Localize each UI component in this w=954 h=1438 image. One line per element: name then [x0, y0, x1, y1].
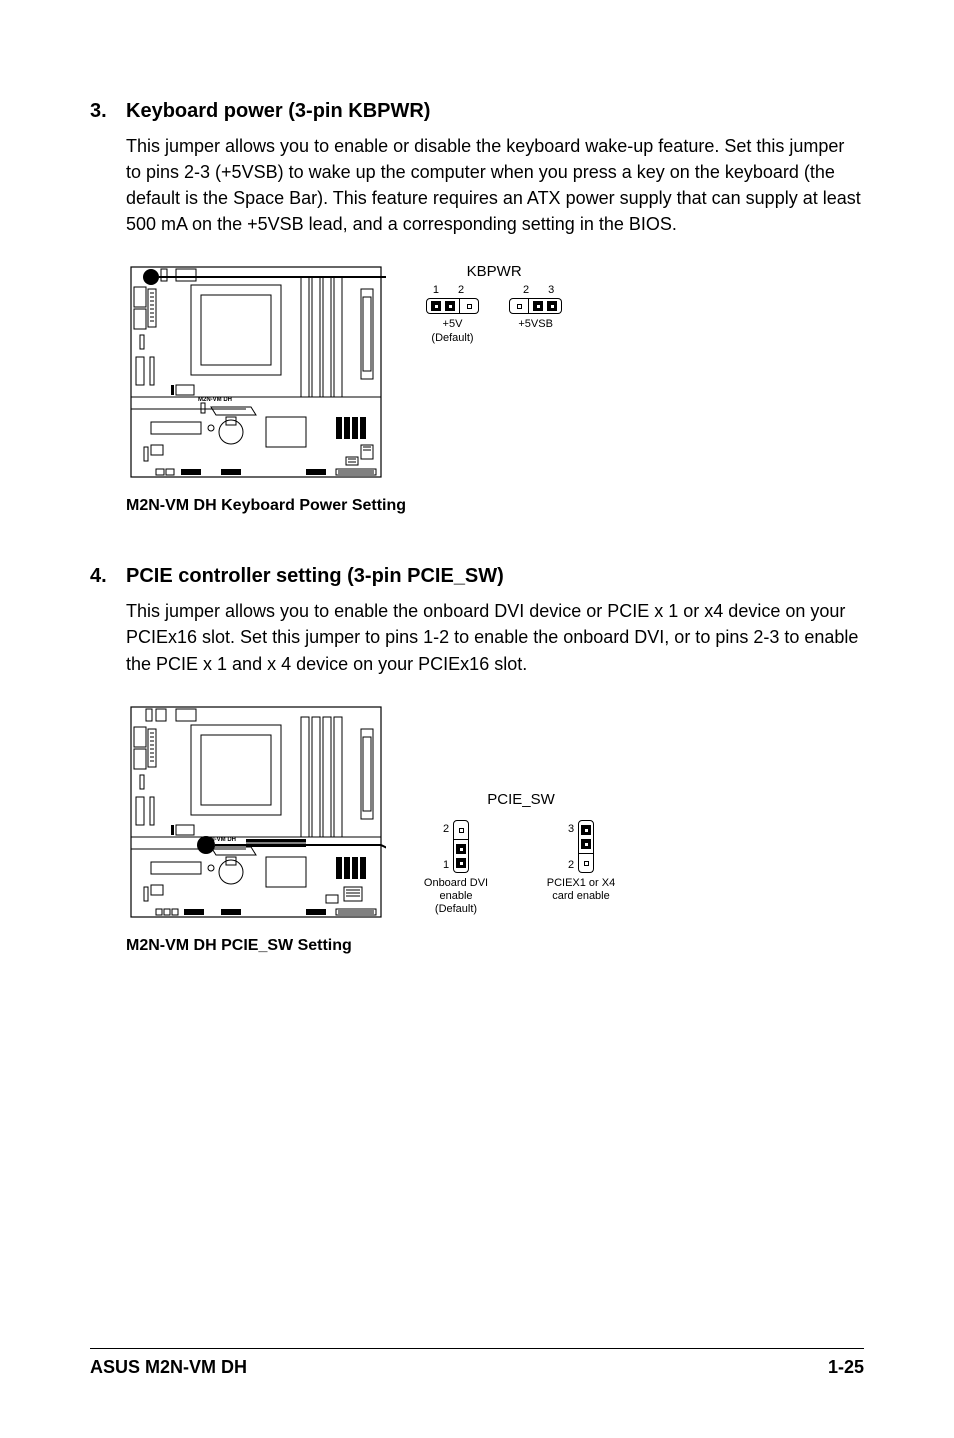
- jumper-detail-kbpwr: KBPWR 1 2: [426, 257, 562, 344]
- jumper-option-2: 2 3 +5VSB: [509, 284, 562, 331]
- motherboard-schematic: M2N-VM DH: [126, 257, 386, 487]
- jumper-opt2-label: +5VSB: [518, 318, 553, 330]
- pin-num-2: 2: [443, 823, 449, 835]
- page-footer: ASUS M2N-VM DH 1-25: [90, 1348, 864, 1378]
- body-paragraph: This jumper allows you to enable the onb…: [126, 598, 864, 676]
- heading-title: PCIE controller setting (3-pin PCIE_SW): [126, 565, 504, 588]
- heading-title: Keyboard power (3-pin KBPWR): [126, 100, 430, 123]
- jumper-opt1-label: +5V: [443, 318, 463, 330]
- footer-left: ASUS M2N-VM DH: [90, 1357, 247, 1378]
- section-keyboard-power: 3. Keyboard power (3-pin KBPWR) This jum…: [90, 100, 864, 515]
- section-pcie-controller: 4. PCIE controller setting (3-pin PCIE_S…: [90, 565, 864, 954]
- diagram-pcie-sw: M2N-VM DH: [126, 697, 864, 927]
- jumper-title: PCIE_SW: [416, 791, 626, 808]
- jumper-option-2: 3 2: [536, 820, 626, 903]
- pin-numbers: 1 2: [433, 284, 472, 296]
- diagram-caption: M2N-VM DH Keyboard Power Setting: [126, 497, 864, 515]
- jumper-opt1-sub: (Default): [431, 332, 473, 344]
- jumper-detail-pcie: PCIE_SW 2 1: [416, 791, 626, 927]
- diagram-caption: M2N-VM DH PCIE_SW Setting: [126, 937, 864, 955]
- pin-num-3: 3: [568, 823, 574, 835]
- diagram-kbpwr: M2N-VM DH: [126, 257, 864, 487]
- body-paragraph: This jumper allows you to enable or disa…: [126, 133, 864, 237]
- heading-row: 4. PCIE controller setting (3-pin PCIE_S…: [90, 565, 864, 588]
- heading-number: 3.: [90, 100, 126, 123]
- jumper-title: KBPWR: [426, 263, 562, 280]
- heading-number: 4.: [90, 565, 126, 588]
- heading-row: 3. Keyboard power (3-pin KBPWR): [90, 100, 864, 123]
- jumper-option-1: 1 2 +5V (Default): [426, 284, 479, 344]
- jumper-opt2-label: PCIEX1 or X4 card enable: [547, 877, 615, 902]
- pin-num-2: 2: [568, 859, 574, 871]
- board-label-text: M2N-VM DH: [198, 397, 232, 403]
- footer-right: 1-25: [828, 1357, 864, 1378]
- pin-num-1: 1: [443, 859, 449, 871]
- jumper-opt1-sub: (Default): [435, 903, 477, 915]
- motherboard-schematic: M2N-VM DH: [126, 697, 386, 927]
- pin-numbers: 2 3: [509, 284, 562, 296]
- jumper-opt1-label: Onboard DVI enable: [424, 877, 488, 902]
- jumper-option-1: 2 1: [416, 820, 496, 917]
